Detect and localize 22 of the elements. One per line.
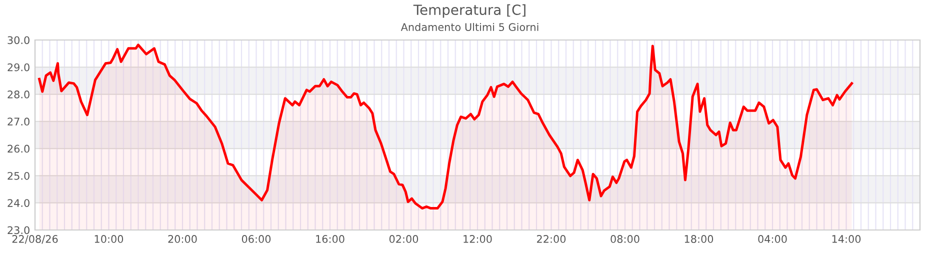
y-tick-label: 25.0 xyxy=(8,172,30,180)
x-tick-label: 20:00 xyxy=(168,235,197,243)
y-tick-label: 30.0 xyxy=(8,36,30,44)
x-tick-label: 02:00 xyxy=(389,235,418,243)
x-tick-label: 22:00 xyxy=(537,235,566,243)
chart-title: Temperatura [C] xyxy=(413,4,526,18)
y-tick-label: 26.0 xyxy=(8,144,30,153)
x-tick-label: 10:00 xyxy=(94,235,124,243)
y-tick-label: 28.0 xyxy=(8,90,30,98)
x-tick-label: 14:00 xyxy=(832,235,861,243)
x-tick-label: 04:00 xyxy=(758,235,787,243)
x-tick-label: 06:00 xyxy=(242,235,271,243)
y-tick-label: 29.0 xyxy=(8,63,30,72)
y-tick-label: 24.0 xyxy=(8,199,30,207)
x-tick-label: 08:00 xyxy=(610,235,640,243)
chart-subtitle: Andamento Ultimi 5 Giorni xyxy=(400,22,538,32)
x-tick-label: 18:00 xyxy=(684,235,714,243)
x-tick-label: 16:00 xyxy=(316,235,344,243)
y-tick-label: 23.0 xyxy=(8,226,30,234)
x-tick-label: 12:00 xyxy=(464,235,492,243)
y-tick-label: 27.0 xyxy=(8,118,30,126)
x-tick-label: 22/08/26 xyxy=(12,235,58,244)
